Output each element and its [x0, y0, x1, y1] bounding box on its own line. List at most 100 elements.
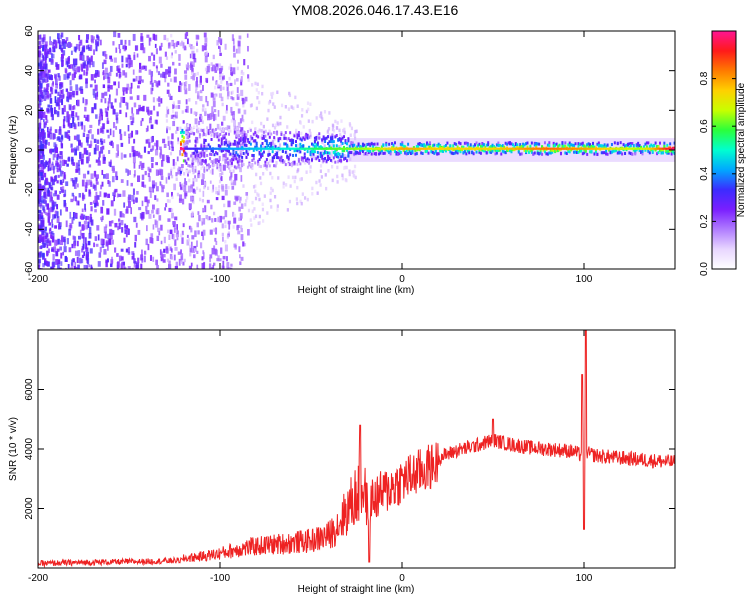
heatmap-cell: [449, 144, 452, 148]
heatmap-cell: [121, 227, 124, 233]
heatmap-cell: [224, 189, 228, 196]
heatmap-cell: [497, 149, 500, 153]
heatmap-cell: [404, 150, 407, 154]
heatmap-cell: [516, 146, 519, 150]
heatmap-cell: [230, 67, 233, 72]
heatmap-cell: [64, 69, 68, 74]
heatmap-cell: [519, 143, 522, 147]
heatmap-cell: [198, 135, 201, 139]
heatmap-cell: [291, 175, 295, 180]
heatmap-cell: [299, 142, 302, 146]
heatmap-cell: [328, 144, 331, 148]
heatmap-cell: [271, 91, 275, 96]
heatmap-cell: [194, 166, 197, 170]
heatmap-cell: [180, 249, 183, 254]
heatmap-cell: [201, 173, 204, 181]
heatmap-cell: [498, 143, 501, 147]
heatmap-cell: [205, 215, 209, 220]
heatmap-cell: [287, 145, 291, 149]
heatmap-cell: [69, 211, 72, 219]
heatmap-cell: [115, 72, 118, 77]
heatmap-cell: [331, 140, 334, 144]
heatmap-cell: [369, 149, 372, 153]
heatmap-cell: [203, 138, 206, 142]
heatmap-cell: [51, 223, 54, 228]
heatmap-cell: [94, 39, 97, 46]
heatmap-cell: [479, 144, 482, 148]
heatmap-cell: [226, 157, 229, 161]
heatmap-ridge-cell: [637, 147, 640, 150]
heatmap-cell: [276, 130, 279, 134]
heatmap-cell: [190, 164, 193, 168]
heatmap-cell: [273, 143, 276, 147]
heatmap-ridge-cell: [418, 147, 421, 150]
heatmap-cell: [127, 266, 131, 269]
heatmap-cell: [237, 59, 239, 64]
heatmap-cell: [172, 120, 176, 127]
heatmap-cell: [233, 130, 236, 134]
heatmap-cell: [283, 142, 286, 146]
heatmap-cell: [179, 126, 182, 131]
heatmap-cell: [239, 149, 242, 154]
heatmap-cell: [43, 192, 46, 198]
heatmap-cell: [229, 169, 232, 174]
heatmap-cell: [331, 135, 334, 139]
heatmap-cell: [176, 224, 178, 231]
heatmap-ridge-cell: [273, 147, 276, 150]
heatmap-cell: [481, 141, 484, 145]
heatmap-cell: [186, 171, 189, 177]
heatmap-cell: [204, 110, 207, 117]
heatmap-cell: [73, 236, 77, 242]
heatmap-cell: [221, 223, 224, 229]
heatmap-cell: [398, 152, 401, 156]
heatmap-cell: [42, 45, 45, 52]
heatmap-cell: [580, 149, 583, 153]
heatmap-cell: [311, 158, 313, 162]
heatmap-ridge-cell: [575, 147, 578, 150]
heatmap-cell: [268, 130, 271, 134]
heatmap-cell: [258, 128, 261, 132]
heatmap-cell: [214, 132, 217, 136]
heatmap-ridge-cell: [211, 147, 214, 150]
heatmap-cell: [192, 168, 195, 173]
heatmap-cell: [670, 152, 673, 156]
heatmap-ridge-cell: [311, 147, 313, 150]
heatmap-cell: [39, 87, 42, 95]
heatmap-cell: [107, 134, 110, 139]
heatmap-cell: [226, 261, 230, 269]
heatmap-cell: [51, 148, 55, 153]
heatmap-cell: [171, 52, 173, 56]
heatmap-ridge-cell: [442, 147, 445, 150]
heatmap-cell: [280, 159, 283, 163]
heatmap-ridge-cell: [551, 147, 554, 150]
heatmap-cell: [119, 109, 122, 114]
heatmap-cell: [211, 160, 215, 167]
heatmap-cell: [306, 150, 309, 154]
heatmap-cell: [39, 225, 43, 232]
heatmap-cell: [64, 131, 68, 138]
heatmap-cell: [316, 150, 319, 154]
heatmap-cell: [238, 140, 241, 144]
heatmap-cell: [341, 154, 344, 158]
heatmap-cell: [455, 142, 458, 146]
heatmap-cell: [280, 131, 283, 135]
heatmap-cell: [299, 177, 302, 182]
heatmap-cell: [195, 81, 198, 88]
heatmap-cell: [645, 141, 648, 145]
heatmap-cell: [173, 227, 176, 233]
heatmap-cell: [89, 84, 93, 88]
heatmap-cell: [468, 151, 471, 155]
heatmap-cell: [75, 162, 79, 170]
heatmap-cell: [227, 267, 231, 269]
heatmap-cell: [305, 158, 308, 162]
heatmap-cell: [103, 50, 107, 57]
heatmap-cell: [257, 193, 260, 197]
heatmap-cell: [262, 219, 265, 223]
heatmap-cell: [287, 161, 290, 165]
heatmap-cell: [273, 156, 276, 160]
heatmap-cell: [420, 143, 423, 147]
heatmap-cell: [62, 88, 64, 95]
heatmap-cell: [339, 132, 342, 137]
heatmap-cell: [176, 192, 180, 197]
heatmap-cell: [220, 137, 223, 141]
